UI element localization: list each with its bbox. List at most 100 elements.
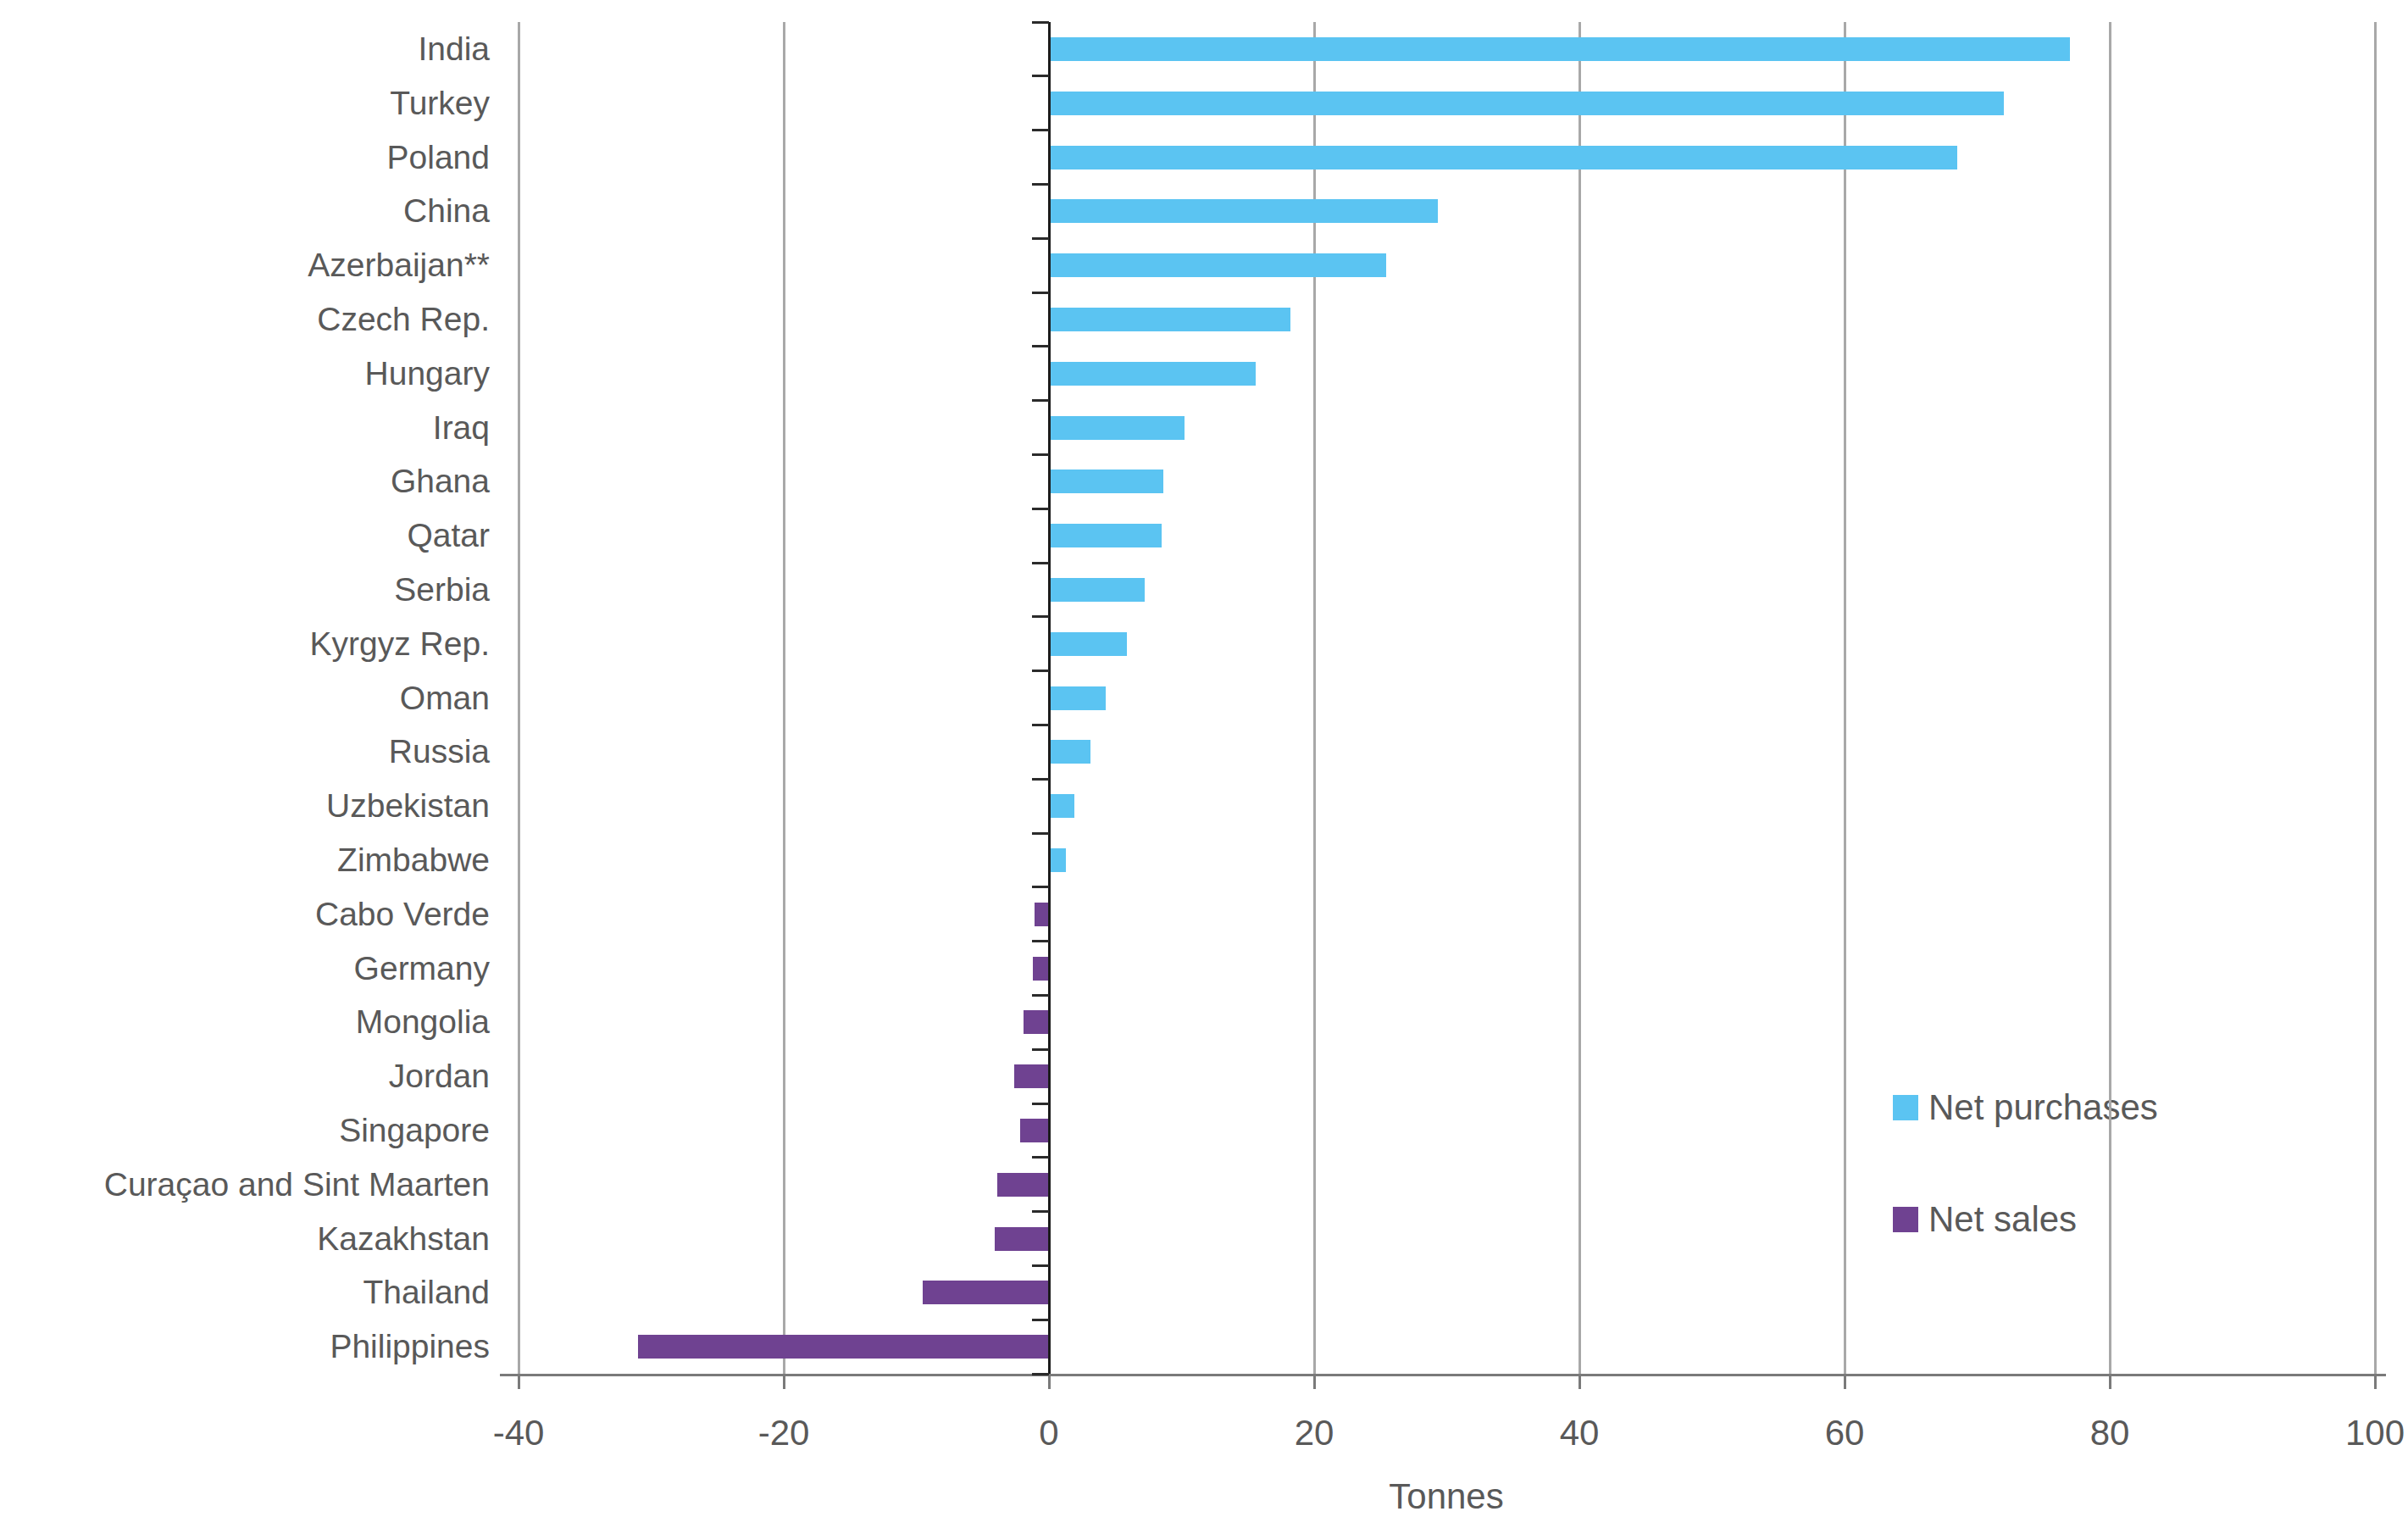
bar-ghana: [1049, 470, 1163, 493]
bar-hungary: [1049, 362, 1256, 386]
category-label-poland: Poland: [0, 138, 490, 177]
legend-item-net-sales: Net sales: [1893, 1199, 2077, 1240]
y-axis-tick: [1032, 1210, 1049, 1213]
bar-germany: [1033, 957, 1049, 981]
category-label-zimbabwe: Zimbabwe: [0, 841, 490, 880]
gridline-x-40: [1579, 22, 1581, 1374]
x-tick-label-20: 20: [1246, 1414, 1382, 1453]
category-label-singapore: Singapore: [0, 1111, 490, 1150]
gridline-x--20: [783, 22, 785, 1374]
y-axis-tick: [1032, 1373, 1049, 1375]
category-label-turkey: Turkey: [0, 84, 490, 123]
x-tick-label--20: -20: [716, 1414, 852, 1453]
bar-azerbaijan: [1049, 253, 1386, 277]
y-axis-tick: [1032, 237, 1049, 240]
y-axis-tick: [1032, 129, 1049, 131]
y-axis-tick: [1032, 1048, 1049, 1051]
category-label-thailand: Thailand: [0, 1273, 490, 1312]
category-label-china: China: [0, 192, 490, 231]
x-tick-label-60: 60: [1777, 1414, 1912, 1453]
y-axis-tick: [1032, 21, 1049, 24]
bar-jordan: [1014, 1064, 1049, 1088]
legend-label-net-sales: Net sales: [1928, 1199, 2077, 1240]
bar-serbia: [1049, 578, 1145, 602]
y-axis-tick: [1032, 562, 1049, 564]
category-label-cabo-verde: Cabo Verde: [0, 895, 490, 934]
category-label-ghana: Ghana: [0, 462, 490, 501]
category-label-hungary: Hungary: [0, 354, 490, 393]
bar-singapore: [1020, 1119, 1049, 1142]
x-axis-tick: [2374, 1376, 2377, 1389]
category-label-qatar: Qatar: [0, 516, 490, 555]
category-label-jordan: Jordan: [0, 1057, 490, 1096]
bar-qatar: [1049, 524, 1162, 547]
net-purchases-swatch-icon: [1893, 1095, 1918, 1120]
net-sales-swatch-icon: [1893, 1207, 1918, 1232]
x-axis-tick: [1579, 1376, 1581, 1389]
y-axis-tick: [1032, 832, 1049, 835]
y-axis-tick: [1032, 778, 1049, 781]
y-axis-tick: [1032, 615, 1049, 618]
category-label-kazakhstan: Kazakhstan: [0, 1220, 490, 1259]
bar-kyrgyz-rep: [1049, 632, 1127, 656]
x-tick-label-80: 80: [2042, 1414, 2178, 1453]
y-axis-tick: [1032, 453, 1049, 456]
bar-mongolia: [1024, 1010, 1049, 1034]
bar-uzbekistan: [1049, 794, 1074, 818]
category-label-germany: Germany: [0, 949, 490, 988]
bar-philippines: [638, 1335, 1049, 1359]
bar-thailand: [923, 1281, 1049, 1304]
gridline-x-60: [1844, 22, 1846, 1374]
x-axis-tick: [518, 1376, 520, 1389]
category-label-india: India: [0, 30, 490, 69]
gridline-x-20: [1313, 22, 1316, 1374]
y-axis-tick: [1032, 994, 1049, 997]
category-label-oman: Oman: [0, 679, 490, 718]
y-axis-tick: [1032, 940, 1049, 942]
y-axis-tick: [1032, 724, 1049, 726]
bar-turkey: [1049, 92, 2004, 115]
bar-kazakhstan: [995, 1227, 1049, 1251]
bar-poland: [1049, 146, 1957, 169]
x-tick-label-100: 100: [2307, 1414, 2408, 1453]
y-axis-tick: [1032, 345, 1049, 347]
legend-item-net-purchases: Net purchases: [1893, 1087, 2158, 1128]
y-axis-tick: [1032, 1264, 1049, 1267]
category-label-kyrgyz-rep: Kyrgyz Rep.: [0, 625, 490, 664]
x-axis-title: Tonnes: [1319, 1476, 1573, 1517]
category-label-philippines: Philippines: [0, 1327, 490, 1366]
x-axis-tick: [2109, 1376, 2111, 1389]
x-axis-tick: [1313, 1376, 1316, 1389]
bar-india: [1049, 37, 2070, 61]
y-axis-tick: [1032, 1103, 1049, 1105]
gridline-x-80: [2109, 22, 2111, 1374]
x-axis-tick: [1048, 1376, 1051, 1389]
y-axis-tick: [1032, 508, 1049, 510]
category-label-cura-ao-and-sint-maarten: Curaçao and Sint Maarten: [0, 1165, 490, 1204]
bar-czech-rep: [1049, 308, 1290, 331]
bar-iraq: [1049, 416, 1185, 440]
bar-oman: [1049, 686, 1106, 710]
category-label-mongolia: Mongolia: [0, 1003, 490, 1042]
legend-label-net-purchases: Net purchases: [1928, 1087, 2158, 1128]
x-axis-tick: [783, 1376, 785, 1389]
bar-cura-ao-and-sint-maarten: [997, 1173, 1049, 1197]
y-axis-tick: [1032, 670, 1049, 672]
y-axis-tick: [1032, 399, 1049, 402]
bar-russia: [1049, 740, 1090, 764]
category-axis-line: [1048, 22, 1051, 1374]
bar-cabo-verde: [1035, 903, 1049, 926]
category-label-czech-rep: Czech Rep.: [0, 300, 490, 339]
bar-zimbabwe: [1049, 848, 1066, 872]
x-tick-label--40: -40: [451, 1414, 586, 1453]
category-label-iraq: Iraq: [0, 408, 490, 447]
y-axis-tick: [1032, 183, 1049, 186]
x-tick-label-40: 40: [1512, 1414, 1647, 1453]
y-axis-tick: [1032, 75, 1049, 77]
x-tick-label-0: 0: [981, 1414, 1117, 1453]
category-label-uzbekistan: Uzbekistan: [0, 786, 490, 825]
bar-chart: IndiaTurkeyPolandChinaAzerbaijan**Czech …: [0, 0, 2408, 1517]
category-label-russia: Russia: [0, 732, 490, 771]
y-axis-tick: [1032, 1156, 1049, 1159]
y-axis-tick: [1032, 1319, 1049, 1321]
